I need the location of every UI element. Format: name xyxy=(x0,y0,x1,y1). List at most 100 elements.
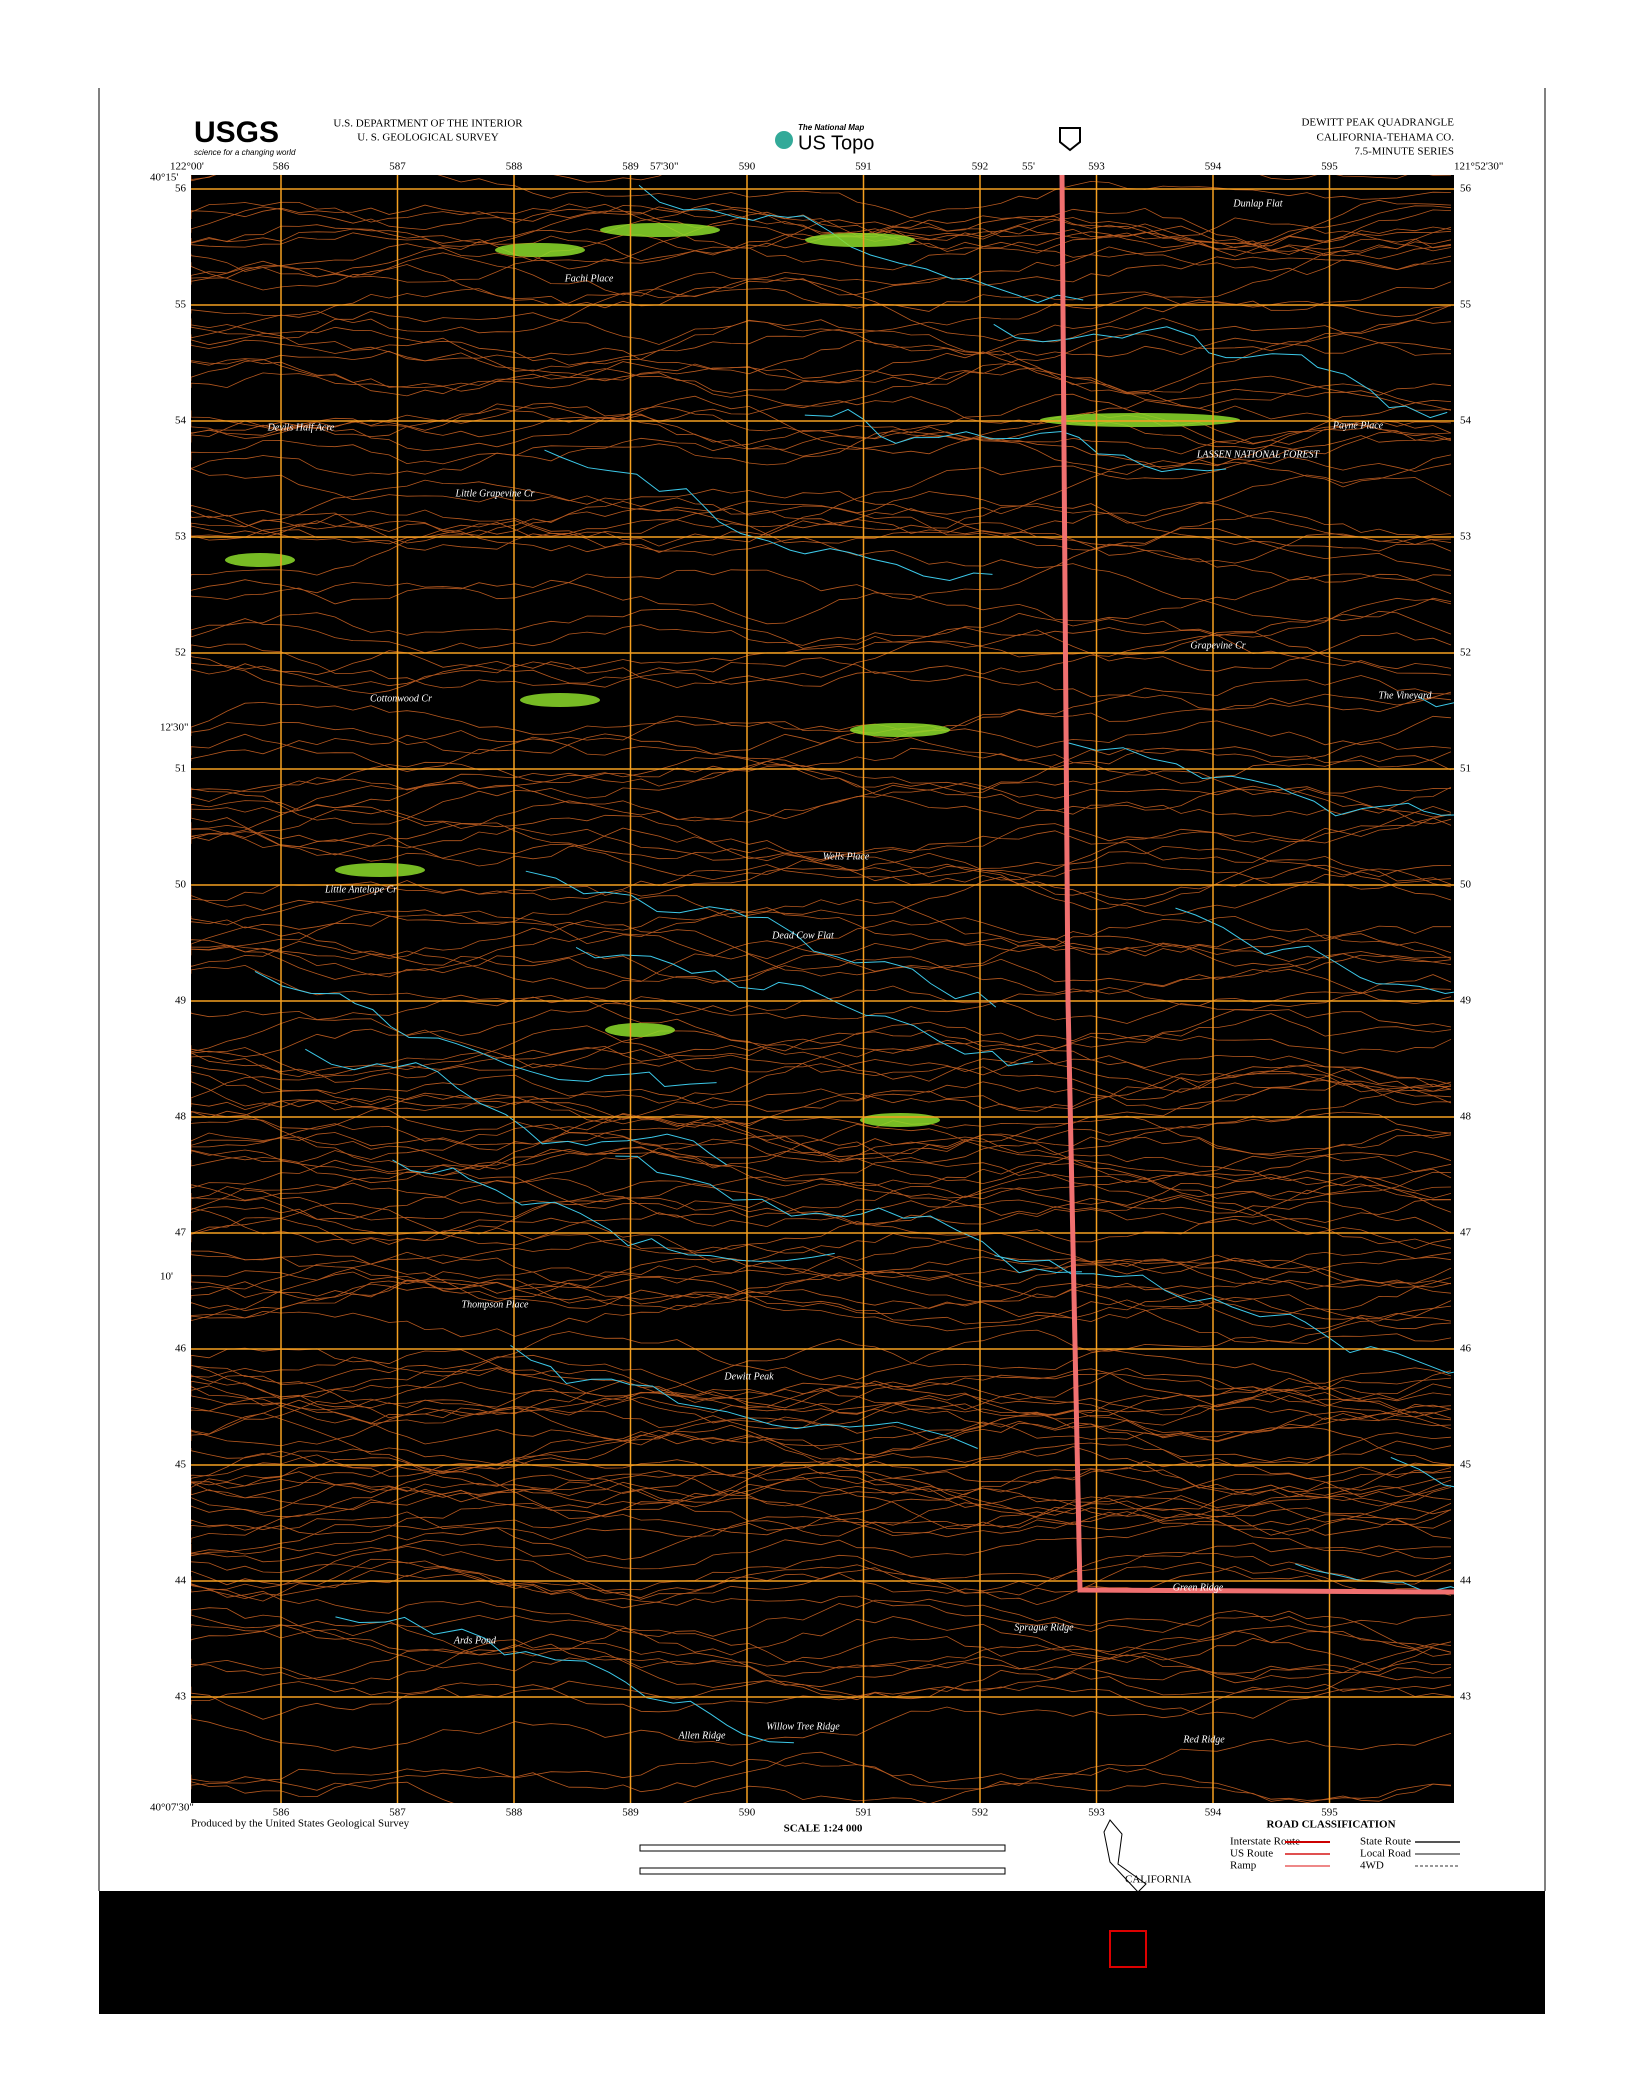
contour xyxy=(191,1329,1452,1381)
northing-label: 52 xyxy=(1460,647,1471,659)
contour xyxy=(191,497,1452,552)
vegetation xyxy=(805,233,915,247)
place-label: Grapevine Cr xyxy=(1190,640,1245,651)
road-title: ROAD CLASSIFICATION xyxy=(1266,1819,1395,1831)
national-map-icon xyxy=(775,131,793,149)
place-label: Sprague Ridge xyxy=(1014,1622,1074,1633)
place-label: Dead Cow Flat xyxy=(771,930,834,941)
contour xyxy=(191,805,1452,867)
header: USGS science for a changing world U.S. D… xyxy=(194,116,1454,158)
stream xyxy=(510,1344,978,1449)
contour xyxy=(191,1185,1452,1245)
corner-label: 40°15' xyxy=(150,172,178,184)
contour xyxy=(191,1403,1452,1447)
tagline: science for a changing world xyxy=(194,148,296,157)
easting-label: 592 xyxy=(972,161,989,173)
contour xyxy=(191,1520,1452,1591)
vegetation xyxy=(1040,413,1240,427)
stream xyxy=(544,449,993,582)
contour xyxy=(191,964,1452,1024)
contour xyxy=(191,1372,1452,1419)
easting-label: 593 xyxy=(1088,1807,1105,1819)
place-label: Allen Ridge xyxy=(678,1730,726,1741)
corner-labels: 122°00' 40°15' 121°52'30" 40°07'30" 57'3… xyxy=(150,161,1503,1814)
northing-label: 45 xyxy=(1460,1459,1472,1471)
contour xyxy=(191,693,1452,755)
labels: 586 586 587 587 588 588 589 589 590 590 591 591 592 5… xyxy=(175,161,1472,1819)
stream xyxy=(1068,742,1454,817)
road-label: 4WD xyxy=(1360,1860,1384,1872)
road-label: US Route xyxy=(1230,1848,1273,1860)
place-label: Dewitt Peak xyxy=(723,1371,774,1382)
place-label: Ards Pond xyxy=(453,1635,497,1646)
contour xyxy=(191,1410,1452,1479)
place-label: Little Grapevine Cr xyxy=(455,488,535,499)
vegetation xyxy=(860,1113,940,1127)
corner-label: 40°07'30" xyxy=(150,1802,194,1814)
place-label: Red Ridge xyxy=(1182,1734,1225,1745)
contour xyxy=(191,500,1452,545)
contour xyxy=(191,785,1452,825)
contour xyxy=(191,1484,1452,1536)
footer: Produced by the United States Geological… xyxy=(191,1818,1460,1893)
grid xyxy=(191,175,1454,1803)
stream xyxy=(994,1255,1454,1374)
contour xyxy=(191,1607,1452,1663)
contour xyxy=(191,319,1452,411)
contour xyxy=(191,281,1452,381)
contour xyxy=(191,944,1452,995)
contour xyxy=(191,917,1452,961)
contour xyxy=(191,631,1452,687)
northing-label: 43 xyxy=(1460,1691,1472,1703)
contour xyxy=(191,421,1452,465)
contour xyxy=(191,813,1452,901)
red-square xyxy=(1109,1930,1147,1968)
easting-label: 588 xyxy=(506,1807,523,1819)
stream xyxy=(525,870,997,1008)
contour xyxy=(191,1666,1452,1705)
contour xyxy=(191,1132,1452,1189)
easting-label: 590 xyxy=(739,161,756,173)
place-label: Devils Half Acre xyxy=(267,422,335,433)
easting-label: 594 xyxy=(1205,161,1222,173)
contour xyxy=(191,1367,1452,1430)
easting-label: 588 xyxy=(506,161,523,173)
stream xyxy=(254,970,717,1088)
contour xyxy=(191,1111,1452,1163)
contour xyxy=(191,1199,1451,1246)
place-label: Thompson Place xyxy=(462,1299,530,1310)
contour xyxy=(191,845,1452,911)
northing-label: 47 xyxy=(175,1227,187,1239)
stream xyxy=(392,1159,835,1262)
place-label: Dunlap Flat xyxy=(1232,198,1282,209)
stream xyxy=(638,184,1084,304)
northing-label: 51 xyxy=(1460,763,1471,775)
northing-label: 49 xyxy=(175,995,187,1007)
northing-label: 53 xyxy=(175,531,187,543)
contour xyxy=(191,1132,1452,1180)
contour xyxy=(191,1485,1452,1531)
contour xyxy=(191,1013,1452,1104)
place-label: Green Ridge xyxy=(1173,1582,1224,1593)
contour xyxy=(191,1338,1452,1401)
contour xyxy=(191,1176,1452,1228)
contour xyxy=(191,1123,1452,1213)
contour xyxy=(191,519,1452,577)
corner-label: 122°00' xyxy=(170,161,204,173)
contour xyxy=(191,474,1452,544)
contour xyxy=(191,1367,1452,1425)
contour xyxy=(191,1282,1452,1338)
northing-label: 44 xyxy=(175,1575,187,1587)
contour xyxy=(191,402,1452,472)
easting-label: 586 xyxy=(273,161,290,173)
easting-label: 586 xyxy=(273,1807,290,1819)
contour xyxy=(191,733,1452,784)
northing-label: 55 xyxy=(1460,299,1472,311)
corner-label: 12'30" xyxy=(160,722,188,734)
place-label: The Vineyard xyxy=(1378,690,1432,701)
stream xyxy=(305,1048,727,1166)
contour xyxy=(191,1067,1452,1112)
northing-label: 56 xyxy=(175,183,187,195)
contour xyxy=(191,1364,1452,1419)
